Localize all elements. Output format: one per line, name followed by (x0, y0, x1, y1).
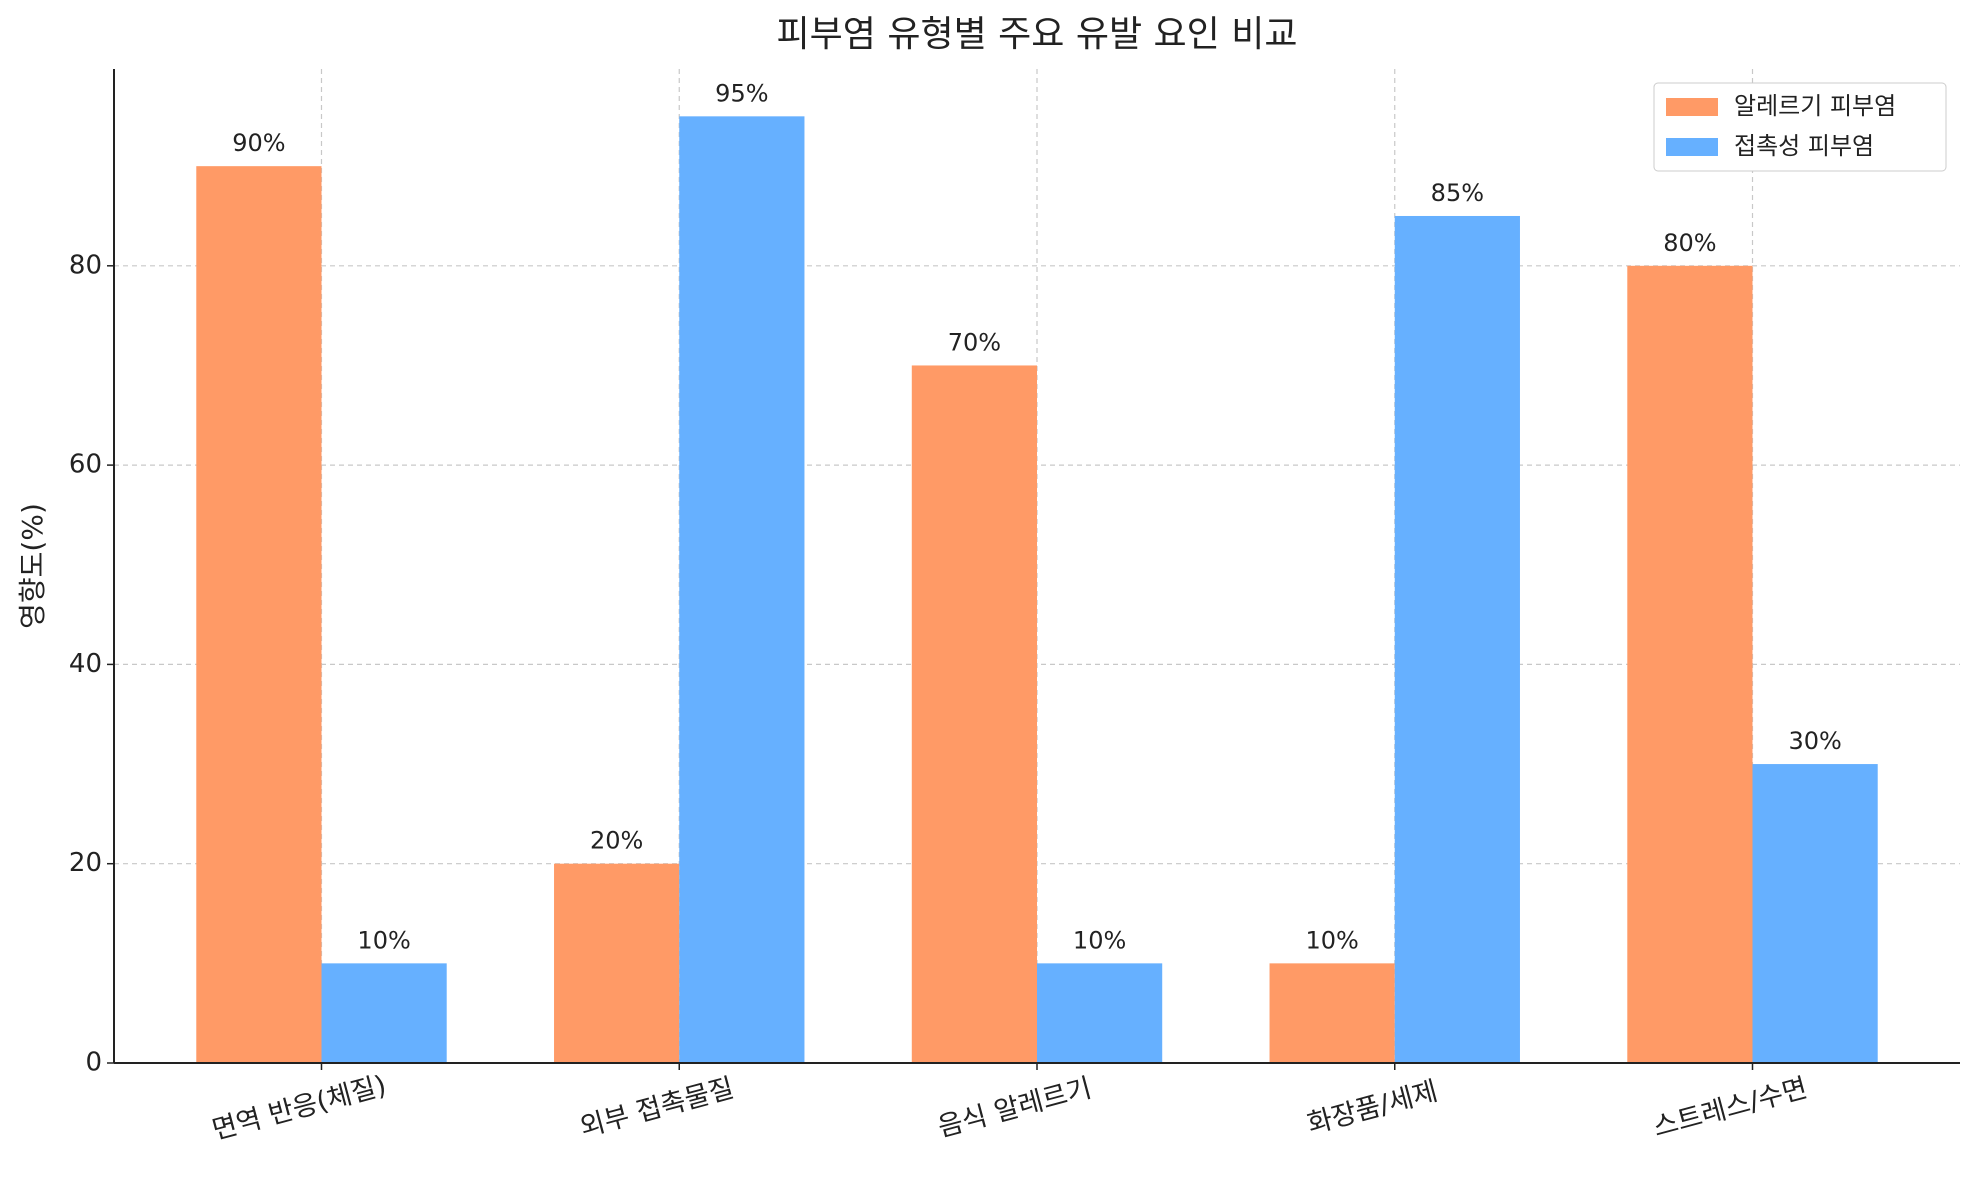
bar (1269, 963, 1395, 1063)
legend-swatch (1666, 138, 1718, 156)
x-tick-label: 면역 반응(체질) (209, 1070, 390, 1146)
value-label: 20% (590, 827, 643, 855)
legend-box (1653, 82, 1947, 172)
bar (1037, 963, 1163, 1063)
value-label: 70% (948, 328, 1001, 356)
legend-label: 알레르기 피부염 (1734, 92, 1896, 120)
x-tick-label: 화장품/세제 (1304, 1076, 1441, 1140)
value-label: 10% (1073, 926, 1126, 954)
y-tick-label: 40 (69, 649, 102, 679)
bar (1394, 215, 1520, 1064)
bar (1752, 764, 1878, 1063)
value-label: 95% (715, 79, 768, 107)
bar (1627, 265, 1753, 1063)
x-tick-label: 음식 알레르기 (935, 1073, 1095, 1144)
y-tick-label: 60 (69, 450, 102, 480)
value-label: 90% (232, 129, 285, 157)
bar (554, 863, 680, 1063)
bar (679, 116, 805, 1064)
y-tick-label: 0 (85, 1048, 102, 1078)
value-label: 80% (1663, 229, 1716, 257)
x-tick-label: 외부 접촉물질 (577, 1073, 737, 1144)
x-tick-label: 스트레스/수면 (1650, 1073, 1811, 1144)
bar (911, 365, 1037, 1063)
bar (196, 166, 322, 1063)
value-label: 10% (357, 926, 410, 954)
value-label: 85% (1431, 179, 1484, 207)
legend-label: 접촉성 피부염 (1734, 132, 1874, 160)
chart-title: 피부염 유형별 주요 유발 요인 비교 (777, 14, 1298, 55)
y-tick-label: 80 (69, 250, 102, 280)
value-label: 30% (1788, 727, 1841, 755)
legend-swatch (1666, 98, 1718, 116)
bar (321, 963, 447, 1063)
value-label: 10% (1305, 926, 1358, 954)
y-tick-label: 20 (69, 848, 102, 878)
y-axis-label: 영향도(%) (16, 503, 49, 629)
